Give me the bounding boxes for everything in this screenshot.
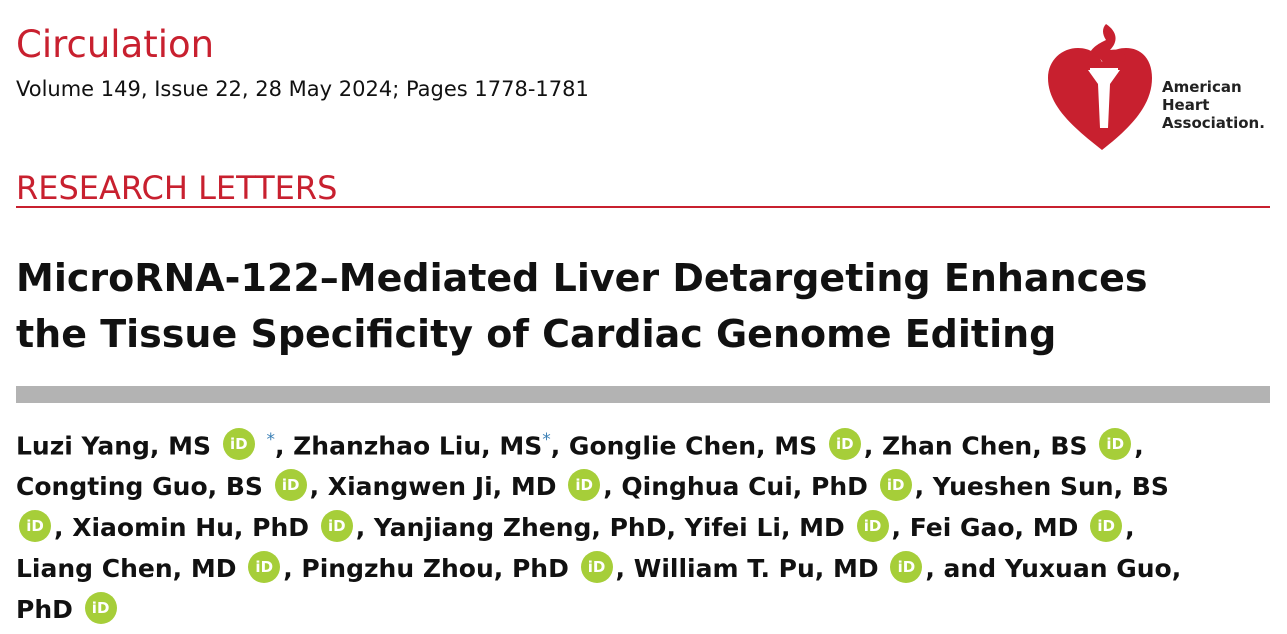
orcid-icon[interactable]: iD (580, 551, 613, 584)
orcid-icon[interactable]: iD (320, 510, 353, 543)
author-name[interactable]: , Fei Gao, MD (891, 513, 1079, 543)
orcid-icon[interactable]: iD (568, 469, 601, 502)
journal-title[interactable]: Circulation (16, 23, 215, 66)
orcid-icon[interactable]: iD (248, 551, 281, 584)
author-name[interactable]: , Pingzhu Zhou, PhD (283, 554, 569, 584)
section-divider (16, 206, 1270, 208)
orcid-icon[interactable]: iD (1099, 428, 1132, 461)
orcid-icon[interactable]: iD (879, 469, 912, 502)
author-separator: , (1125, 513, 1135, 543)
author-name[interactable]: , Yueshen Sun, BS (914, 472, 1169, 502)
orcid-icon[interactable]: iD (856, 510, 889, 543)
aha-wordmark-line-2: Heart (1162, 96, 1210, 114)
article-title: MicroRNA-122–Mediated Liver Detargeting … (16, 250, 1276, 362)
orcid-icon[interactable]: iD (19, 510, 51, 543)
author-name[interactable]: , Zhanzhao Liu, MS (274, 431, 543, 461)
author-name[interactable]: , William T. Pu, MD (615, 554, 879, 584)
author-name[interactable]: , Zhan Chen, BS (863, 431, 1088, 461)
title-divider-bar (16, 386, 1270, 403)
author-name[interactable]: , and Yuxuan Guo, (925, 554, 1182, 584)
aha-wordmark-line-1: American (1162, 78, 1242, 96)
author-name[interactable]: , Gonglie Chen, MS (550, 431, 818, 461)
orcid-icon[interactable]: iD (828, 428, 861, 461)
author-list: Luzi Yang, MS iD *, Zhanzhao Liu, MS*, G… (16, 420, 1276, 630)
title-line-1: MicroRNA-122–Mediated Liver Detargeting … (16, 256, 1148, 300)
author-name[interactable]: , Xiaomin Hu, PhD (54, 513, 310, 543)
author-line-5: PhD iD (16, 589, 1276, 630)
author-separator: , (1134, 431, 1144, 461)
title-line-2: the Tissue Specificity of Cardiac Genome… (16, 312, 1057, 356)
author-line-2: Congting Guo, BS iD, Xiangwen Ji, MD iD,… (16, 466, 1276, 507)
author-name[interactable]: Congting Guo, BS (16, 472, 263, 502)
author-name[interactable]: , Xiangwen Ji, MD (309, 472, 557, 502)
aha-wordmark: American Heart Association. (1162, 78, 1265, 132)
aha-wordmark-line-3: Association. (1162, 114, 1265, 132)
author-name[interactable]: Liang Chen, MD (16, 554, 237, 584)
orcid-icon[interactable]: iD (222, 428, 255, 461)
author-name[interactable]: , Qinghua Cui, PhD (603, 472, 868, 502)
author-line-3: iD, Xiaomin Hu, PhD iD, Yanjiang Zheng, … (16, 507, 1276, 548)
equal-contribution-mark[interactable]: * (542, 430, 551, 450)
orcid-icon[interactable]: iD (890, 551, 923, 584)
orcid-icon[interactable]: iD (274, 469, 307, 502)
equal-contribution-mark[interactable]: * (266, 430, 275, 450)
section-label[interactable]: RESEARCH LETTERS (16, 169, 338, 207)
author-name[interactable]: PhD (16, 595, 73, 625)
orcid-icon[interactable]: iD (84, 592, 117, 625)
aha-heart-torch-logo-icon (1048, 24, 1152, 150)
author-line-4: Liang Chen, MD iD, Pingzhu Zhou, PhD iD,… (16, 548, 1276, 589)
author-name[interactable]: Luzi Yang, MS (16, 431, 212, 461)
author-name[interactable]: , Yanjiang Zheng, PhD, Yifei Li, MD (355, 513, 845, 543)
orcid-icon[interactable]: iD (1090, 510, 1123, 543)
author-line-1: Luzi Yang, MS iD *, Zhanzhao Liu, MS*, G… (16, 420, 1276, 466)
citation-line: Volume 149, Issue 22, 28 May 2024; Pages… (16, 77, 589, 101)
